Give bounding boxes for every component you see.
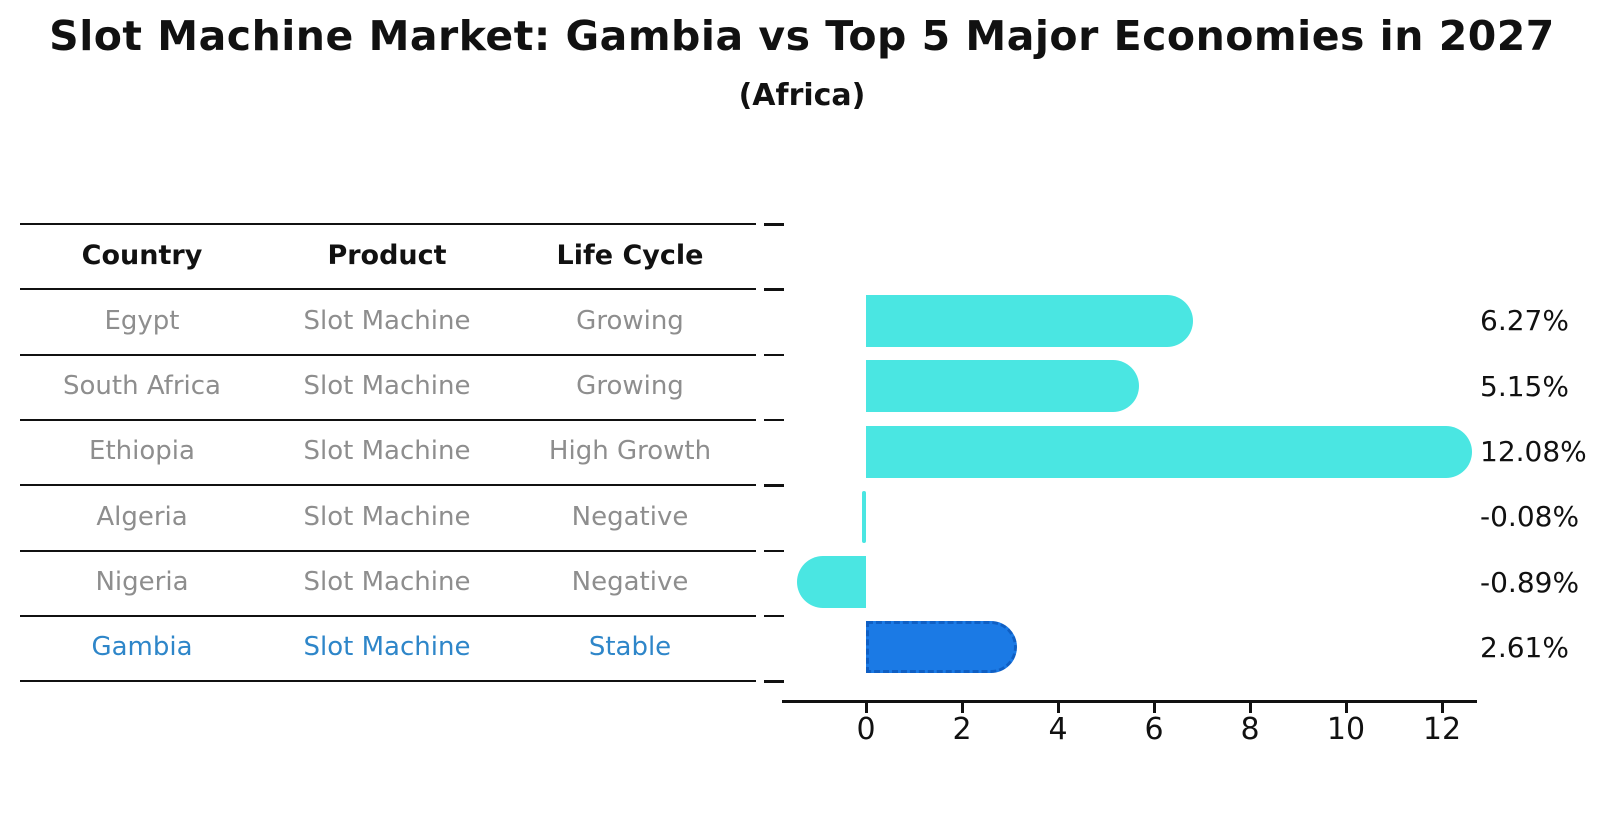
value-label-ethiopia: 12.08% bbox=[1480, 435, 1587, 469]
value-label-egypt: 6.27% bbox=[1480, 304, 1569, 338]
bar-egypt bbox=[866, 294, 1193, 347]
x-tick-label: 2 bbox=[952, 712, 972, 747]
x-tick-mark bbox=[1440, 703, 1444, 713]
bar-south-africa bbox=[866, 360, 1140, 413]
bar-nigeria bbox=[797, 556, 866, 609]
x-tick-mark bbox=[1056, 703, 1060, 713]
product-cell: Slot Machine bbox=[303, 371, 471, 402]
life-cycle-cell: Growing bbox=[576, 371, 684, 402]
column-header-life-cycle: Life Cycle bbox=[556, 240, 704, 271]
table-rule bbox=[20, 418, 756, 421]
bar-gambia bbox=[866, 621, 1018, 674]
chart-title: Slot Machine Market: Gambia vs Top 5 Maj… bbox=[49, 12, 1555, 60]
x-tick-mark bbox=[1344, 703, 1348, 713]
country-cell: Egypt bbox=[104, 305, 180, 336]
value-label-algeria: -0.08% bbox=[1480, 500, 1580, 534]
table-rule bbox=[20, 614, 756, 617]
country-cell: Algeria bbox=[96, 501, 188, 532]
x-tick-mark bbox=[864, 703, 868, 713]
x-tick-mark bbox=[1152, 703, 1156, 713]
table-rule bbox=[20, 353, 756, 356]
product-cell: Slot Machine bbox=[303, 305, 471, 336]
table-rule bbox=[20, 223, 756, 225]
bar-algeria bbox=[862, 490, 866, 543]
product-cell: Slot Machine bbox=[303, 501, 471, 532]
value-label-south-africa: 5.15% bbox=[1480, 369, 1569, 403]
y-tick-mark bbox=[764, 549, 784, 552]
product-cell: Slot Machine bbox=[303, 632, 471, 663]
table-rule bbox=[20, 549, 756, 552]
y-tick-mark bbox=[764, 223, 784, 226]
country-cell: Gambia bbox=[91, 632, 193, 663]
x-tick-label: 10 bbox=[1326, 712, 1366, 747]
table-rule bbox=[20, 680, 756, 683]
bar-ethiopia bbox=[866, 425, 1472, 478]
country-cell: Ethiopia bbox=[89, 436, 195, 467]
x-tick-label: 8 bbox=[1240, 712, 1260, 747]
chart-subtitle: (Africa) bbox=[738, 78, 866, 113]
y-tick-mark bbox=[764, 614, 784, 618]
column-header-product: Product bbox=[327, 240, 447, 271]
life-cycle-cell: Negative bbox=[571, 501, 689, 532]
y-tick-mark bbox=[764, 418, 784, 422]
x-tick-label: 12 bbox=[1422, 712, 1462, 747]
country-cell: Nigeria bbox=[95, 567, 189, 597]
x-tick-mark bbox=[1248, 703, 1252, 713]
y-tick-mark bbox=[764, 680, 784, 683]
life-cycle-cell: Negative bbox=[571, 567, 689, 597]
y-tick-mark bbox=[764, 353, 784, 357]
life-cycle-cell: Growing bbox=[576, 305, 684, 336]
country-cell: South Africa bbox=[63, 371, 221, 402]
life-cycle-cell: Stable bbox=[588, 632, 672, 663]
x-tick-label: 0 bbox=[856, 712, 876, 747]
y-tick-mark bbox=[764, 484, 784, 487]
x-axis-line bbox=[782, 700, 1477, 703]
product-cell: Slot Machine bbox=[303, 567, 471, 597]
x-tick-label: 6 bbox=[1144, 712, 1164, 747]
x-tick-mark bbox=[960, 703, 964, 713]
table-rule bbox=[20, 288, 756, 291]
column-header-country: Country bbox=[81, 240, 203, 271]
y-tick-mark bbox=[764, 288, 784, 291]
life-cycle-cell: High Growth bbox=[548, 436, 712, 467]
product-cell: Slot Machine bbox=[303, 436, 471, 467]
value-label-nigeria: -0.89% bbox=[1480, 565, 1580, 599]
value-label-gambia: 2.61% bbox=[1480, 630, 1569, 664]
x-tick-label: 4 bbox=[1048, 712, 1068, 747]
table-rule bbox=[20, 484, 756, 487]
